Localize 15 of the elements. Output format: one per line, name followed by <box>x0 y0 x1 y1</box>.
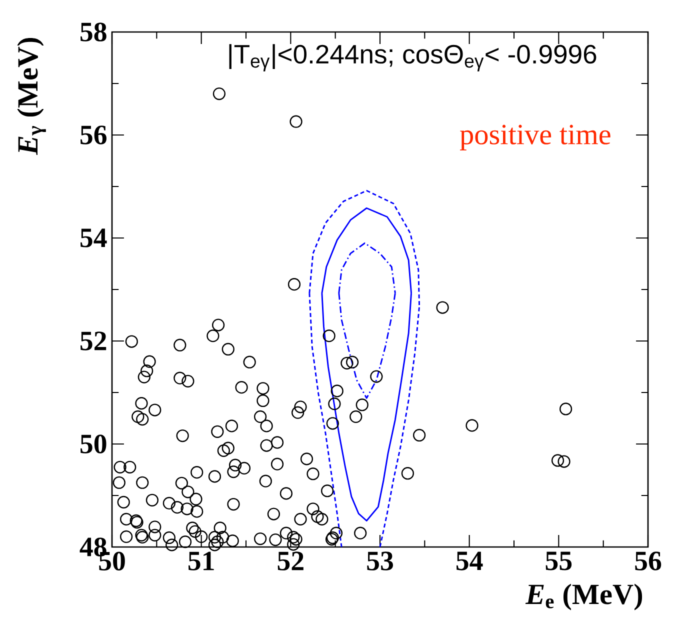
x-axis-title: E$_{e}$ (MeV) <box>525 584 642 610</box>
annotation: |T$_{eγ}$|<0.244ns; cosΘ$_{eγ}$< -0.9996 <box>229 44 596 72</box>
x-tick-label: 52 <box>278 552 304 570</box>
x-tick-label: 54 <box>456 552 483 570</box>
y-tick-label: 50 <box>80 434 106 454</box>
y-tick-label: 58 <box>80 22 106 42</box>
x-tick-label: 55 <box>546 552 572 570</box>
y-axis-title: E$_{γ}$ (MeV) <box>17 38 46 156</box>
x-tick-label: 56 <box>635 552 662 570</box>
x-tick-label: 51 <box>188 552 214 570</box>
y-tick-label: 56 <box>80 126 106 144</box>
annotation: positive time <box>460 124 610 150</box>
x-tick-label: 53 <box>367 552 393 570</box>
y-tick-label: 52 <box>80 332 106 350</box>
y-tick-label: 54 <box>80 228 107 248</box>
